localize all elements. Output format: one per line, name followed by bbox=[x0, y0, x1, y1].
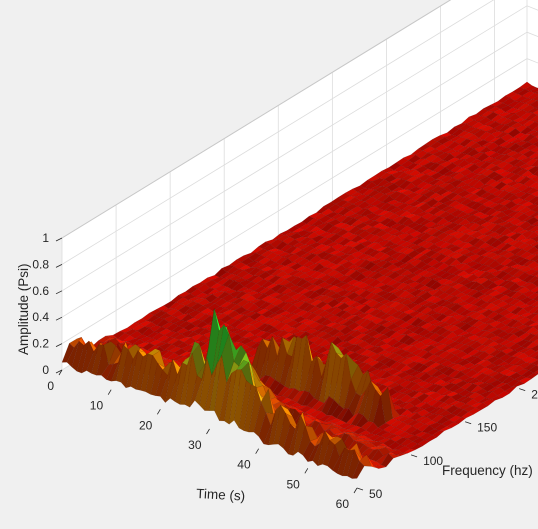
surface-cell bbox=[534, 290, 538, 294]
surface-cell bbox=[366, 454, 379, 469]
surface-cell bbox=[528, 335, 538, 342]
surface-cell bbox=[528, 212, 538, 218]
x-tick-mark bbox=[107, 389, 112, 395]
y-tick-mark bbox=[519, 388, 526, 391]
surface-cell bbox=[527, 306, 538, 314]
surface-cell bbox=[534, 119, 538, 124]
z-tick-mark bbox=[55, 237, 63, 242]
axes-panes bbox=[62, 0, 538, 370]
x-tick-mark bbox=[353, 487, 358, 494]
surface-cell bbox=[532, 278, 538, 287]
surface-cell bbox=[387, 453, 402, 459]
x-axis-label: Time (s) bbox=[196, 486, 246, 504]
x-tick-mark bbox=[156, 409, 161, 415]
y-tick-label: 100 bbox=[423, 454, 443, 468]
surface-cell bbox=[534, 135, 538, 139]
x-tick-mark bbox=[304, 468, 309, 474]
x-tick-mark bbox=[255, 448, 260, 454]
surface-cell bbox=[535, 150, 538, 154]
surface-cell bbox=[530, 176, 538, 183]
surface-cell bbox=[395, 452, 408, 456]
surface-cell bbox=[526, 204, 538, 211]
surface-cell bbox=[351, 460, 365, 479]
surface-cell bbox=[446, 421, 460, 429]
y-tick-label: 150 bbox=[477, 421, 497, 435]
surface-cell bbox=[526, 231, 538, 239]
x-tick-label: 40 bbox=[237, 458, 251, 472]
surface-cell bbox=[535, 180, 538, 183]
x-tick-label: 0 bbox=[47, 379, 54, 393]
z-tick-mark bbox=[55, 343, 63, 347]
x-tick-label: 20 bbox=[139, 418, 153, 432]
x-tick-label: 10 bbox=[90, 399, 104, 413]
x-tick-label: 60 bbox=[336, 497, 350, 511]
top-edge bbox=[61, 0, 452, 239]
surface-cell bbox=[431, 430, 445, 438]
surface-cell bbox=[529, 271, 538, 277]
surface-mesh bbox=[61, 81, 538, 479]
x-tick-label: 50 bbox=[286, 477, 300, 491]
surface-cell bbox=[526, 92, 538, 100]
surface-cell bbox=[534, 274, 538, 278]
surface-cell bbox=[438, 426, 452, 432]
z-tick-label: 0.8 bbox=[32, 257, 49, 271]
surface-cell bbox=[527, 136, 538, 145]
y-tick-mark bbox=[356, 487, 364, 491]
surface-cell bbox=[533, 214, 538, 221]
surface-cell bbox=[535, 320, 538, 324]
surface-cell bbox=[482, 398, 496, 407]
axes-ticks: 00.20.40.60.8101020304050605010015020025… bbox=[32, 231, 538, 511]
surface-cell bbox=[529, 300, 538, 307]
z-axis-label: Amplitude (Psi) bbox=[16, 263, 31, 355]
surface-cell bbox=[529, 131, 538, 137]
surface-cell bbox=[535, 165, 538, 168]
surface-cell bbox=[534, 304, 538, 308]
surface-cell bbox=[535, 349, 538, 353]
x-tick-mark bbox=[58, 369, 63, 376]
surface-cell bbox=[535, 333, 538, 337]
y-tick-mark bbox=[465, 421, 472, 425]
surface-cell bbox=[532, 109, 538, 116]
surface-cell bbox=[531, 251, 538, 256]
surface-cell bbox=[504, 386, 518, 394]
z-gridline bbox=[61, 0, 495, 265]
surface-cell bbox=[467, 407, 481, 415]
y-tick-label: 200 bbox=[531, 388, 538, 402]
z-tick-label: 0 bbox=[42, 363, 49, 377]
left-wall-pane bbox=[62, 0, 527, 370]
surface-cell bbox=[497, 390, 510, 398]
surface-cell bbox=[527, 121, 538, 131]
y-axis-label: Frequency (hz) bbox=[442, 463, 533, 478]
surface-cell bbox=[409, 443, 423, 451]
z-tick-label: 0.4 bbox=[32, 310, 49, 324]
y-tick-mark bbox=[410, 454, 418, 458]
x-tick-label: 30 bbox=[188, 438, 202, 452]
surface-cell bbox=[532, 170, 538, 177]
z-tick-label: 1 bbox=[42, 231, 49, 245]
x-tick-mark bbox=[206, 428, 210, 435]
z-tick-mark bbox=[55, 369, 63, 374]
z-tick-mark bbox=[55, 264, 63, 268]
back-wall-pane bbox=[527, 0, 538, 90]
z-tick-label: 0.6 bbox=[32, 284, 49, 298]
z-tick-mark bbox=[55, 316, 63, 321]
surface-cell bbox=[424, 434, 438, 442]
z-tick-label: 0.2 bbox=[32, 337, 49, 351]
surface-cell bbox=[533, 354, 538, 360]
y-tick-label: 50 bbox=[369, 487, 383, 501]
surface-cell bbox=[531, 265, 538, 272]
surface-cell bbox=[518, 377, 532, 384]
z-tick-mark bbox=[55, 290, 63, 295]
surface-cell bbox=[527, 292, 538, 300]
